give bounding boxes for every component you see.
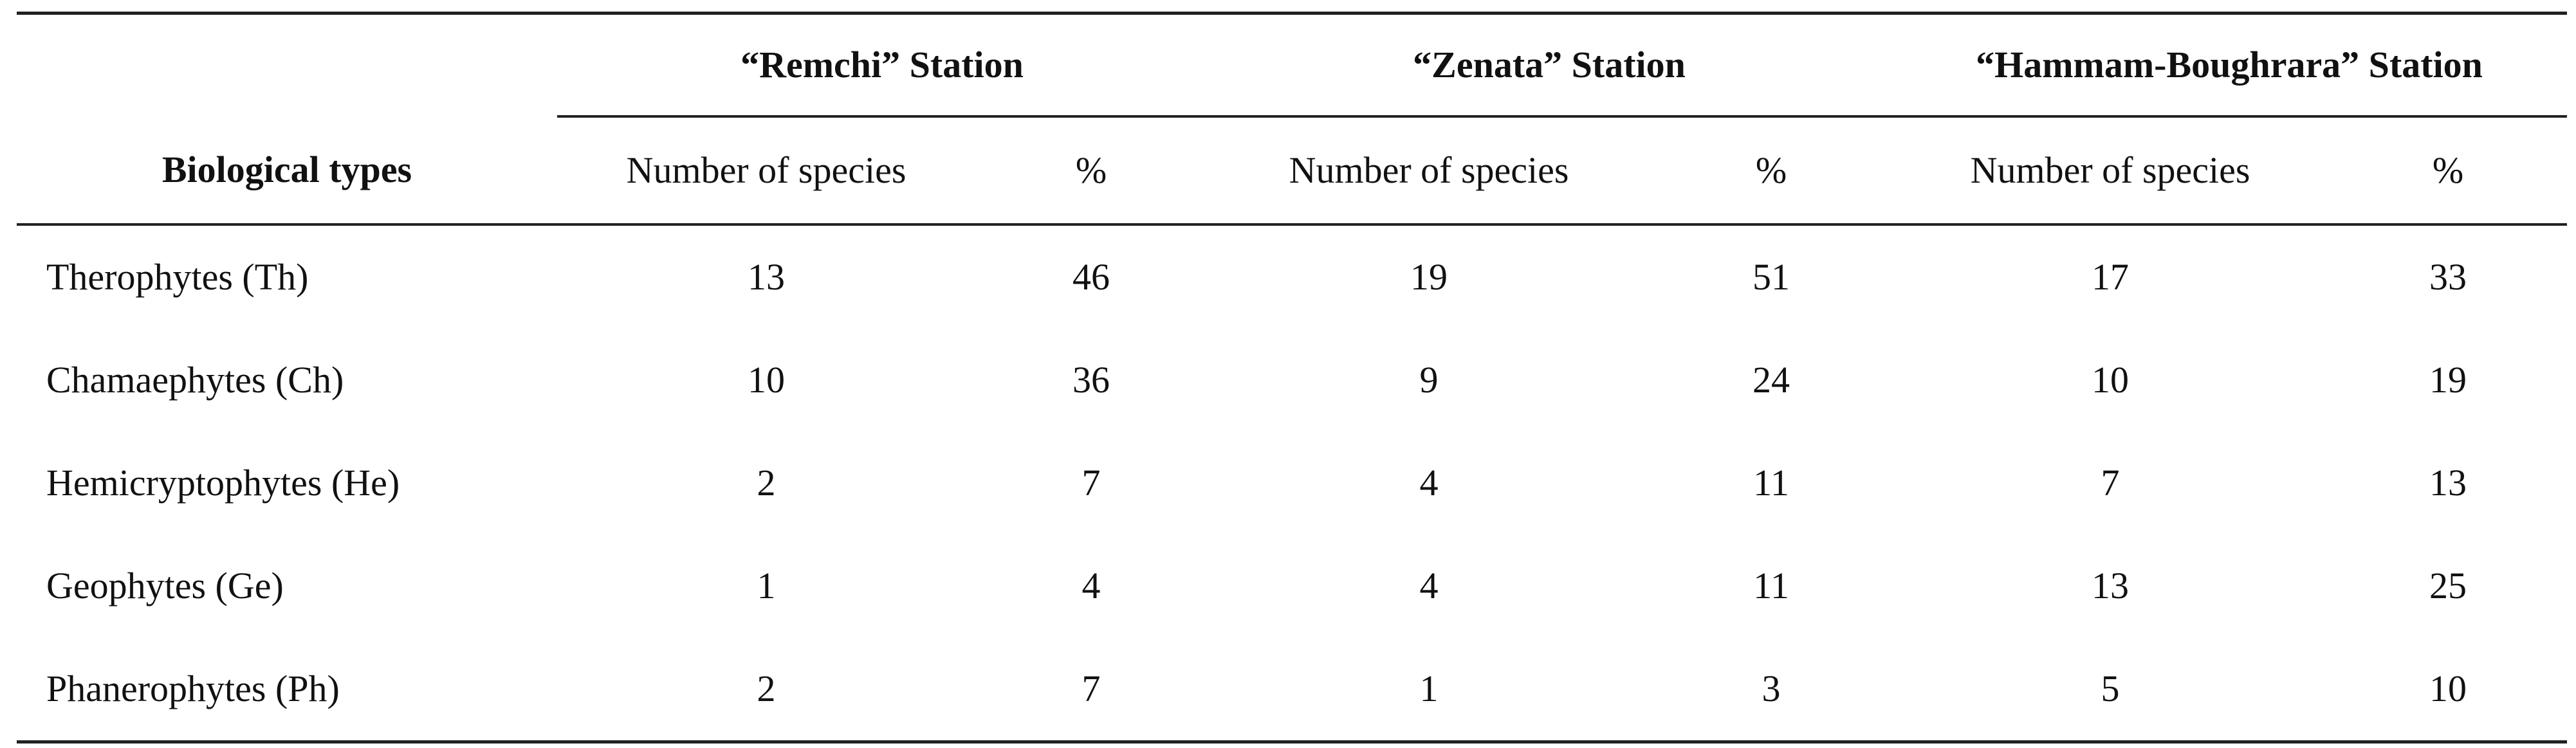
table-row: Phanerophytes (Ph) 2 7 1 3 5 10 bbox=[17, 637, 2568, 743]
station-hammam-boughrara-header: “Hammam-Boughrara” Station bbox=[1891, 12, 2568, 118]
zenata-percent-cell: 11 bbox=[1753, 462, 1789, 504]
biological-types-table: “Remchi” Station “Zenata” Station “Hamma… bbox=[17, 12, 2568, 743]
hammam-boughrara-species-count-cell: 7 bbox=[2101, 462, 2120, 504]
hammam-boughrara-percent-header: % bbox=[2329, 116, 2568, 226]
table-row: Geophytes (Ge) 1 4 4 11 13 25 bbox=[17, 534, 2567, 637]
remchi-percent-header: % bbox=[975, 116, 1208, 226]
remchi-species-count-cell: 1 bbox=[757, 565, 776, 607]
hammam-boughrara-species-count-cell: 10 bbox=[2092, 359, 2130, 401]
hammam-boughrara-number-of-species-header: Number of species bbox=[1891, 116, 2330, 226]
remchi-number-of-species-header: Number of species bbox=[557, 116, 975, 226]
remchi-species-count-cell: 2 bbox=[757, 462, 776, 504]
biological-type-cell: Therophytes (Th) bbox=[46, 256, 309, 298]
remchi-percent-cell: 46 bbox=[1072, 256, 1110, 298]
biological-type-cell: Chamaephytes (Ch) bbox=[46, 359, 344, 401]
biological-type-cell: Geophytes (Ge) bbox=[46, 565, 284, 607]
remchi-species-count-cell: 2 bbox=[557, 637, 975, 743]
zenata-percent-cell: 51 bbox=[1753, 256, 1790, 298]
biological-type-cell: Phanerophytes (Ph) bbox=[17, 637, 557, 743]
hammam-boughrara-percent-cell: 33 bbox=[2429, 256, 2467, 298]
table-container: “Remchi” Station “Zenata” Station “Hamma… bbox=[17, 12, 2568, 743]
zenata-species-count-cell: 4 bbox=[1419, 462, 1439, 504]
remchi-percent-cell: 7 bbox=[975, 637, 1208, 743]
zenata-percent-cell: 24 bbox=[1753, 359, 1790, 401]
hammam-boughrara-species-count-cell: 5 bbox=[1891, 637, 2330, 743]
biological-types-header: Biological types bbox=[17, 116, 557, 226]
zenata-percent-cell: 11 bbox=[1753, 565, 1789, 607]
zenata-percent-header: % bbox=[1651, 116, 1892, 226]
remchi-species-count-cell: 13 bbox=[748, 256, 785, 298]
station-remchi-header: “Remchi” Station bbox=[557, 12, 1208, 118]
zenata-species-count-cell: 4 bbox=[1419, 565, 1439, 607]
zenata-species-count-cell: 9 bbox=[1419, 359, 1439, 401]
remchi-percent-cell: 4 bbox=[1081, 565, 1101, 607]
station-zenata-header: “Zenata” Station bbox=[1207, 12, 1892, 118]
hammam-boughrara-percent-cell: 25 bbox=[2429, 565, 2467, 607]
table-row: Hemicryptophytes (He) 2 7 4 11 7 13 bbox=[17, 432, 2567, 534]
zenata-percent-cell: 3 bbox=[1651, 637, 1892, 743]
remchi-species-count-cell: 10 bbox=[748, 359, 785, 401]
remchi-percent-cell: 36 bbox=[1072, 359, 1110, 401]
hammam-boughrara-percent-cell: 13 bbox=[2429, 462, 2467, 504]
hammam-boughrara-species-count-cell: 13 bbox=[2092, 565, 2130, 607]
empty-header-cell bbox=[17, 12, 557, 116]
remchi-percent-cell: 7 bbox=[1081, 462, 1101, 504]
table-row: Therophytes (Th) 13 46 19 51 17 33 bbox=[17, 224, 2567, 329]
zenata-species-count-cell: 1 bbox=[1207, 637, 1651, 743]
table-row: Chamaephytes (Ch) 10 36 9 24 10 19 bbox=[17, 329, 2567, 432]
station-header-row: “Remchi” Station “Zenata” Station “Hamma… bbox=[17, 12, 2568, 118]
zenata-species-count-cell: 19 bbox=[1410, 256, 1448, 298]
column-header-row: Biological types Number of species % Num… bbox=[17, 116, 2568, 226]
hammam-boughrara-percent-cell: 10 bbox=[2329, 637, 2568, 743]
hammam-boughrara-species-count-cell: 17 bbox=[2092, 256, 2130, 298]
biological-type-cell: Hemicryptophytes (He) bbox=[46, 462, 400, 504]
hammam-boughrara-percent-cell: 19 bbox=[2429, 359, 2467, 401]
zenata-number-of-species-header: Number of species bbox=[1207, 116, 1651, 226]
